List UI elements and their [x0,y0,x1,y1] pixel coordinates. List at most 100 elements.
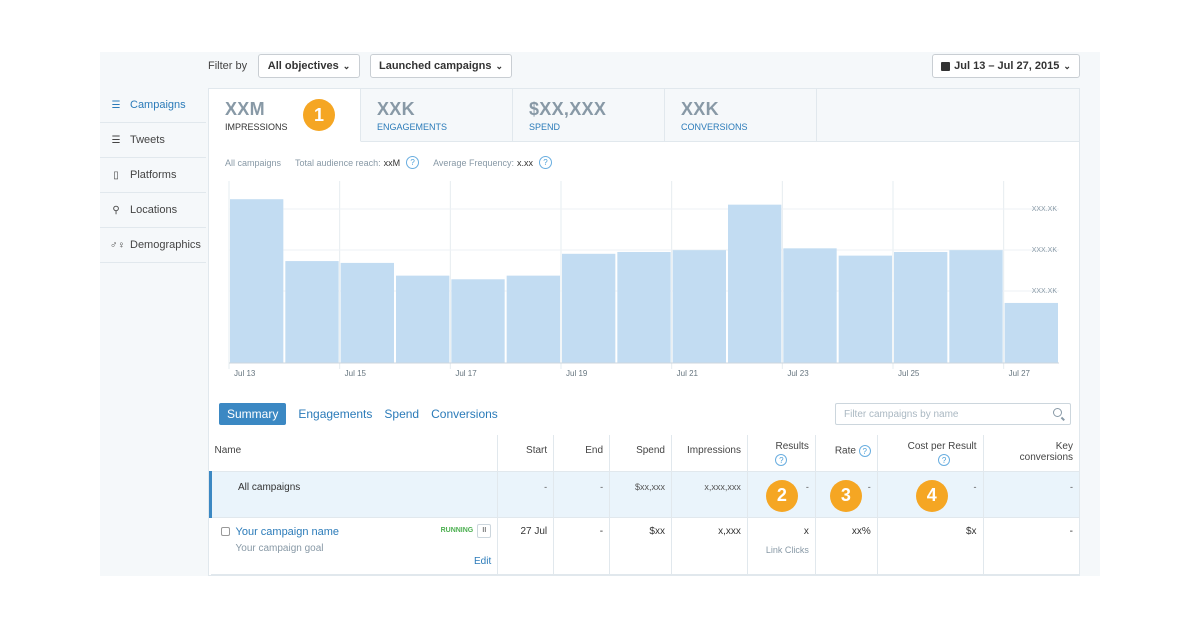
tabs-filler [817,89,1079,142]
help-icon[interactable]: ? [539,156,552,169]
campaign-name-link[interactable]: Your campaign name [235,525,340,538]
campaign-results-type: Link Clicks [765,544,809,555]
help-icon[interactable]: ? [406,156,420,169]
edit-link[interactable]: Edit [474,555,492,567]
main-panel: XXM IMPRESSIONS 1 XXK ENGAGEMENTS $XX,XX… [208,88,1080,576]
date-range-picker[interactable]: Jul 13 – Jul 27, 2015 ⌄ [932,54,1080,78]
callout-badge-2: 2 [765,479,798,512]
chart-bar [838,255,892,363]
chart-bar [396,275,450,363]
col-cost-per-result[interactable]: Cost per Result ? [877,435,984,472]
table-subtabs: Summary Engagements Spend Conversions [219,403,498,425]
campaign-end: - [553,517,611,575]
x-tick-label: Jul 23 [787,369,809,378]
col-results[interactable]: Results ? [747,435,816,472]
gender-icon: ♂♀ [110,239,125,251]
all-impressions: x,xxx,xxx [671,471,748,518]
col-rate[interactable]: Rate ? [815,435,878,472]
scope-label: All campaigns [225,157,282,168]
sidebar-item-label: Campaigns [130,99,186,111]
pin-icon: ⚲ [112,204,120,216]
all-campaigns-name: All campaigns [208,471,499,518]
help-icon[interactable]: ? [938,454,951,466]
col-key-conversions[interactable]: Key conversions [983,435,1079,472]
campaign-key-conversions: - [983,517,1079,575]
help-icon[interactable]: ? [775,454,788,466]
chevron-down-icon: ⌄ [495,60,504,71]
all-start: - [497,471,555,518]
sidebar-item-locations[interactable]: ⚲ Locations [100,193,206,228]
frequency-value: x.xx [516,157,533,168]
col-impressions[interactable]: Impressions [671,435,748,472]
sidebar-item-demographics[interactable]: ♂♀ Demographics [100,228,206,263]
chart-bar [894,251,948,363]
chart-bar [506,275,560,363]
chart-bar [562,253,616,363]
pause-button[interactable]: II [477,523,492,538]
chart-bar [728,204,782,363]
tab-conversions-table[interactable]: Conversions [431,407,498,421]
chart-bar [783,248,837,363]
objectives-dropdown[interactable]: All objectives ⌄ [258,54,360,78]
col-cpr-label: Cost per Result [907,441,977,452]
metric-value: XXK [377,99,415,119]
sidebar-item-platforms[interactable]: ▯ Platforms [100,158,206,193]
campaign-results-value: x [803,525,809,537]
col-name[interactable]: Name [210,435,499,472]
tab-spend[interactable]: $XX,XXX SPEND [513,89,665,142]
tab-engagements[interactable]: XXK ENGAGEMENTS [361,89,513,142]
x-tick-label: Jul 15 [345,369,367,378]
metric-value: XXK [681,99,719,119]
sidebar-item-tweets[interactable]: ☰ Tweets [100,123,206,158]
campaign-checkbox[interactable] [220,527,230,537]
sidebar: ☰ Campaigns ☰ Tweets ▯ Platforms ⚲ Locat… [100,88,206,263]
chart-bar [949,250,1003,363]
sidebar-item-campaigns[interactable]: ☰ Campaigns [100,88,206,123]
table-row-all-campaigns[interactable]: All campaigns - - $xx,xxx x,xxx,xxx 2 - … [208,471,1079,518]
list-icon: ☰ [111,99,121,111]
frequency-label: Average Frequency: [433,157,514,168]
tab-spend-table[interactable]: Spend [384,407,420,421]
help-icon[interactable]: ? [858,445,871,457]
chart-bar [230,199,284,363]
callout-badge-3: 3 [829,479,862,512]
all-cpr: 4 - [877,471,984,518]
chart-bar [617,251,671,363]
tab-engagements-table[interactable]: Engagements [298,407,373,421]
col-end[interactable]: End [553,435,611,472]
x-tick-label: Jul 19 [566,369,588,378]
all-spend: $xx,xxx [609,471,672,518]
filter-campaigns-placeholder: Filter campaigns by name [844,408,959,420]
tab-summary[interactable]: Summary [219,403,287,425]
filter-campaigns-input[interactable]: Filter campaigns by name [835,403,1071,425]
metric-tabs: XXM IMPRESSIONS 1 XXK ENGAGEMENTS $XX,XX… [209,89,1079,142]
x-tick-label: Jul 27 [1009,369,1031,378]
campaign-status-dropdown-label: Launched campaigns [378,60,492,72]
tab-conversions[interactable]: XXK CONVERSIONS [665,89,817,142]
campaign-results: x Link Clicks [747,517,816,575]
chart-bar [340,262,394,363]
metric-label: SPEND [529,122,561,132]
all-results-value: - [805,481,809,492]
col-spend[interactable]: Spend [609,435,672,472]
sidebar-item-label: Tweets [130,134,165,146]
x-tick-label: Jul 21 [677,369,699,378]
table-header-row: Name Start End Spend Impressions Results… [210,435,1079,472]
y-tick-label: XXX.XK [1032,288,1058,295]
impressions-bar-chart: Jul 13 Jul 15 Jul 17 Jul 19 Jul 21 Jul 23 Jul … [228,181,1059,378]
metric-value: XXM [225,99,265,119]
callout-badge-1: 1 [303,99,335,131]
col-start[interactable]: Start [497,435,555,472]
campaign-spend: $xx [609,517,672,575]
table-row[interactable]: Your campaign name Your campaign goal RU… [210,517,1079,575]
campaign-status-dropdown[interactable]: Launched campaigns ⌄ [370,54,512,78]
sidebar-item-label: Demographics [130,239,201,251]
tab-impressions[interactable]: XXM IMPRESSIONS 1 [209,89,361,142]
sidebar-item-label: Platforms [130,169,177,181]
col-rate-label: Rate [834,445,856,457]
campaigns-table: Name Start End Spend Impressions Results… [208,435,1079,575]
metric-label: IMPRESSIONS [225,122,288,132]
dashboard-frame: Filter by All objectives ⌄ Launched camp… [100,52,1100,576]
campaign-start: 27 Jul [497,517,555,575]
x-tick-label: Jul 13 [234,369,256,378]
